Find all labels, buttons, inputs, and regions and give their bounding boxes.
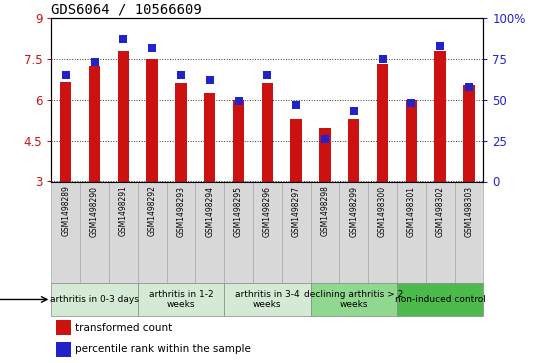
Bar (138, 283, 224, 316)
Point (119, 37, 127, 42)
Bar (368, 182, 397, 283)
Bar (166, 182, 195, 283)
Text: GSM1498290: GSM1498290 (90, 185, 99, 237)
Text: GSM1498291: GSM1498291 (119, 185, 128, 236)
Bar (60, 82, 71, 182)
Text: GSM1498294: GSM1498294 (205, 185, 214, 237)
Point (62, 72, 70, 78)
Bar (224, 283, 310, 316)
Bar (146, 59, 158, 182)
Text: GSM1498297: GSM1498297 (292, 185, 301, 237)
Bar (319, 128, 330, 182)
Bar (434, 51, 446, 182)
Bar (397, 283, 483, 316)
Point (378, 56, 387, 62)
Point (321, 136, 329, 142)
Point (90, 59, 99, 65)
Bar (339, 182, 368, 283)
Text: GSM1498300: GSM1498300 (378, 185, 387, 237)
Bar (89, 66, 100, 182)
Text: percentile rank within the sample: percentile rank within the sample (75, 344, 251, 354)
Bar (224, 182, 253, 283)
Text: arthritis in 3-4
weeks: arthritis in 3-4 weeks (235, 290, 300, 309)
Bar (233, 100, 244, 182)
Text: GSM1498303: GSM1498303 (464, 185, 474, 237)
Text: GDS6064 / 10566609: GDS6064 / 10566609 (51, 3, 202, 17)
Bar (310, 182, 339, 283)
Point (292, 102, 300, 107)
Point (464, 84, 473, 90)
Point (234, 99, 243, 105)
Text: non-induced control: non-induced control (395, 295, 485, 304)
Bar (204, 93, 215, 182)
Bar (80, 182, 109, 283)
Bar (397, 182, 426, 283)
Text: GSM1498289: GSM1498289 (61, 185, 70, 236)
Bar (310, 283, 397, 316)
Bar (51, 182, 80, 283)
Bar (455, 182, 483, 283)
Bar (56, 320, 71, 335)
Text: GSM1498293: GSM1498293 (177, 185, 185, 237)
Bar (138, 182, 166, 283)
Point (205, 77, 214, 83)
Text: transformed count: transformed count (75, 323, 172, 333)
Text: GSM1498298: GSM1498298 (320, 185, 329, 236)
Bar (118, 51, 129, 182)
Bar (463, 85, 475, 182)
Point (407, 100, 416, 106)
Bar (195, 182, 224, 283)
Text: GSM1498292: GSM1498292 (147, 185, 157, 236)
Text: GSM1498299: GSM1498299 (349, 185, 358, 237)
Text: GSM1498302: GSM1498302 (436, 185, 444, 237)
Text: GSM1498295: GSM1498295 (234, 185, 243, 237)
Point (349, 108, 358, 114)
Bar (282, 182, 310, 283)
Bar (109, 182, 138, 283)
Bar (175, 83, 187, 182)
Text: declining arthritis > 2
weeks: declining arthritis > 2 weeks (304, 290, 403, 309)
Text: arthritis in 0-3 days: arthritis in 0-3 days (50, 295, 139, 304)
Bar (261, 83, 273, 182)
Bar (377, 65, 388, 182)
Point (177, 72, 185, 78)
Bar (426, 182, 455, 283)
Text: arthritis in 1-2
weeks: arthritis in 1-2 weeks (148, 290, 213, 309)
Bar (348, 119, 360, 182)
Text: GSM1498301: GSM1498301 (407, 185, 416, 237)
Bar (253, 182, 282, 283)
Text: GSM1498296: GSM1498296 (263, 185, 272, 237)
Bar (56, 342, 71, 357)
Point (148, 45, 157, 50)
Point (436, 43, 444, 49)
Bar (406, 100, 417, 182)
Bar (291, 119, 302, 182)
Bar (51, 283, 138, 316)
Point (263, 72, 272, 78)
